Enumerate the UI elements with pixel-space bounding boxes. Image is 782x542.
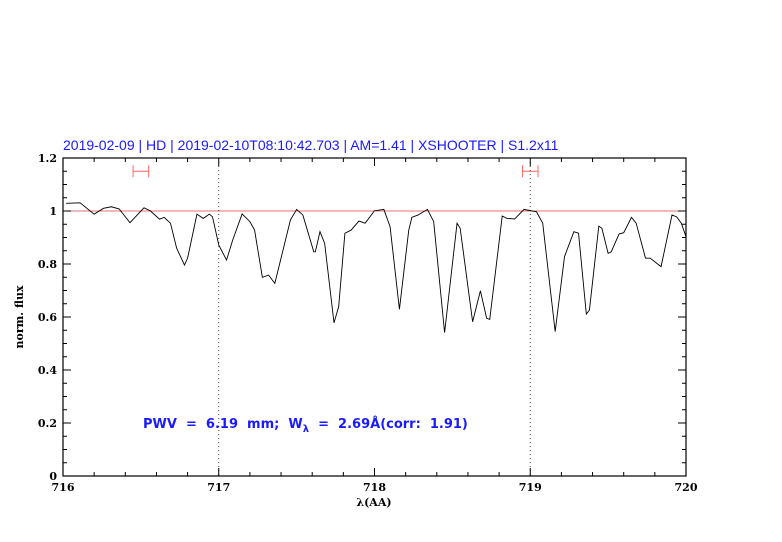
- x-tick-label: 716: [52, 481, 75, 494]
- chart-title: 2019-02-09 | HD | 2019-02-10T08:10:42.70…: [63, 137, 559, 153]
- x-tick-label: 720: [675, 481, 698, 494]
- y-tick-label: 0: [49, 470, 57, 483]
- y-axis-title: norm. flux: [13, 285, 26, 348]
- plot-area: 716 717 718 719 720 0 0.2 0.4 0.6 0.8 1 1.2: [38, 152, 698, 494]
- x-tick-label: 718: [363, 481, 386, 494]
- y-tick-label: 0.8: [38, 258, 57, 271]
- x-tick-label: 719: [519, 481, 542, 494]
- x-tick-label: 717: [207, 481, 230, 494]
- x-axis-title: λ(AA): [356, 496, 391, 509]
- annotation-prefix: PWV = 6.19 mm; W: [143, 417, 303, 432]
- y-tick-label: 1.2: [38, 152, 57, 165]
- pwv-annotation: PWV = 6.19 mm; Wλ = 2.69Å(corr: 1.91): [143, 416, 468, 435]
- y-tick-label: 0.4: [38, 364, 57, 377]
- y-tick-label: 0.6: [38, 311, 57, 324]
- spectrum-line: [66, 202, 687, 333]
- y-tick-label: 1: [49, 205, 57, 218]
- annotation-suffix: = 2.69Å(corr: 1.91): [309, 416, 468, 432]
- annotation-subscript: λ: [303, 424, 310, 435]
- y-tick-label: 0.2: [38, 417, 57, 430]
